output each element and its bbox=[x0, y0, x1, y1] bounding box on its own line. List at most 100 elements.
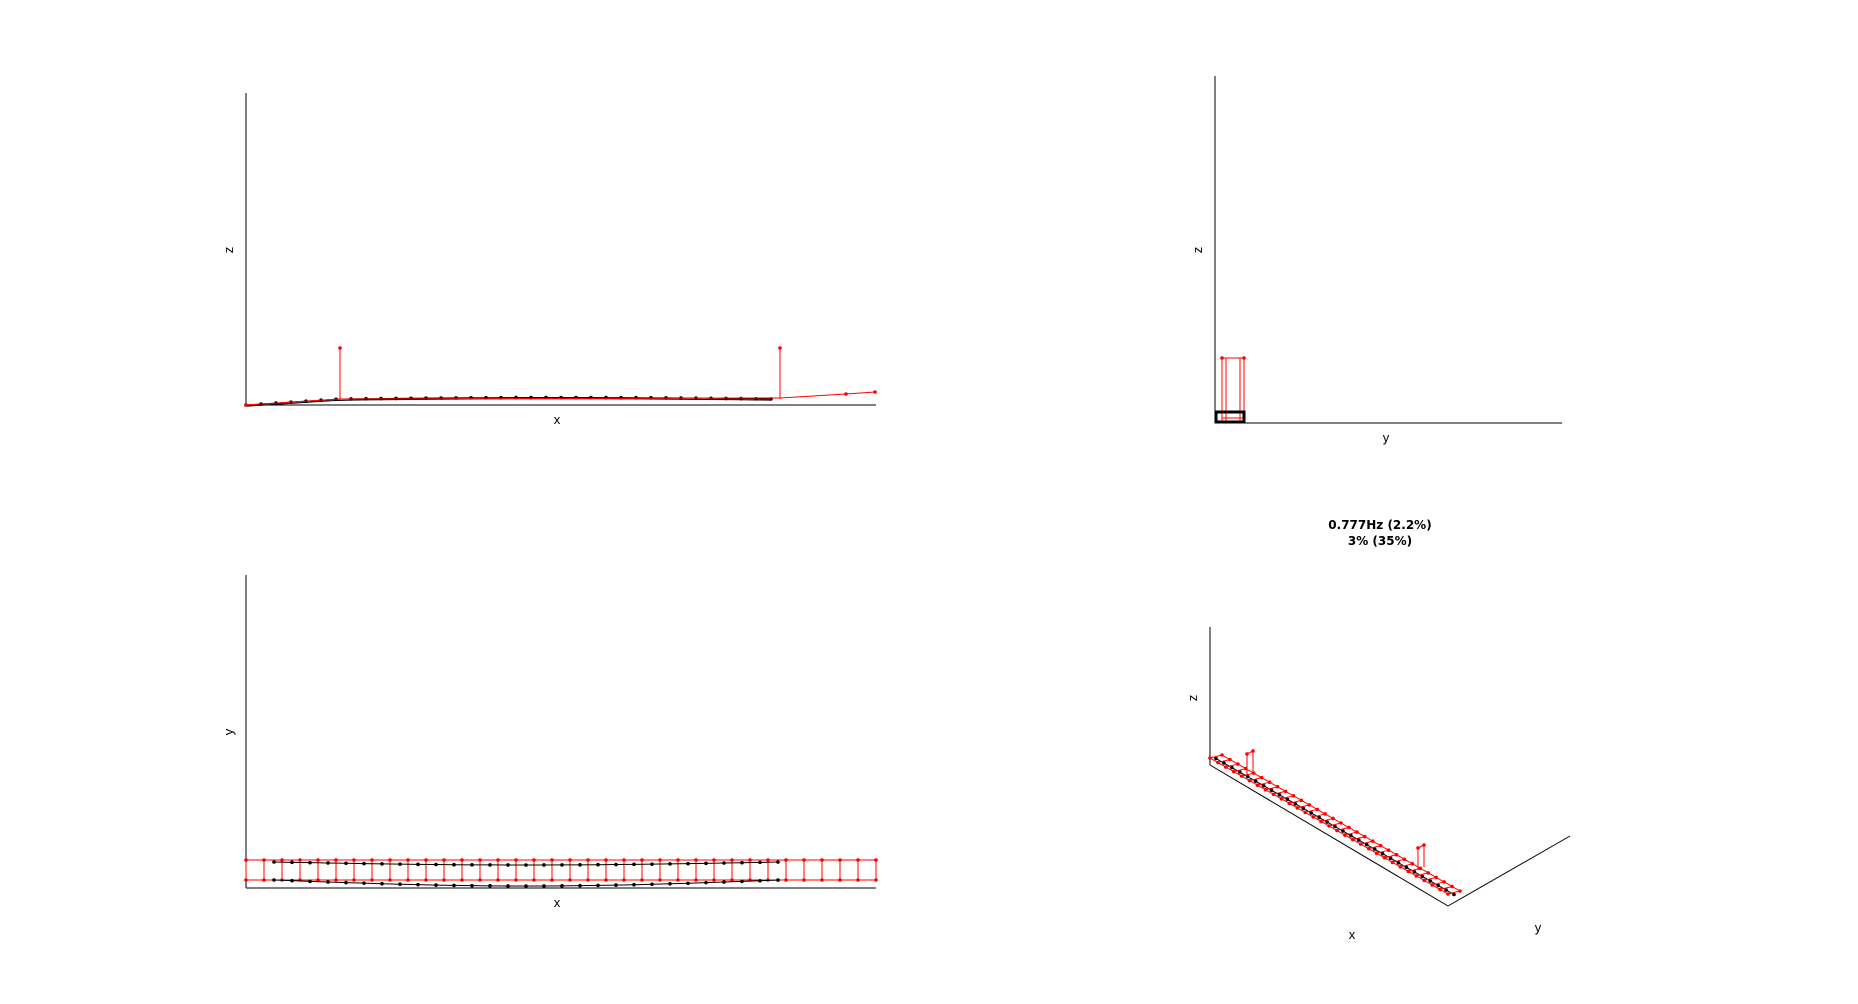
yz-node bbox=[1220, 356, 1224, 360]
iso-undeformed-node bbox=[1428, 879, 1432, 883]
iso-deformed-node bbox=[1355, 830, 1359, 834]
iso-deformed-node bbox=[1291, 794, 1296, 798]
iso-undeformed-node bbox=[1420, 874, 1425, 879]
xz-node bbox=[619, 395, 623, 400]
iso-deformed-node bbox=[1255, 783, 1260, 787]
iso-deformed-node bbox=[1458, 889, 1462, 893]
xy-deformed-node bbox=[406, 878, 410, 882]
iso-undeformed-node bbox=[1222, 761, 1226, 765]
iso-deformed-node bbox=[1283, 789, 1288, 794]
iso-tower-top-beam bbox=[1246, 750, 1254, 755]
xy-undeformed-node bbox=[326, 880, 330, 884]
iso-deformed-shape bbox=[1208, 749, 1462, 896]
xy-deformed-node bbox=[838, 858, 842, 862]
xy-deformed-node bbox=[874, 858, 878, 862]
iso-deformed-node bbox=[1307, 803, 1312, 807]
iso-deformed-node bbox=[1295, 806, 1300, 810]
iso-deformed-node bbox=[1208, 756, 1212, 760]
xy-deformed-node bbox=[730, 878, 734, 882]
xz-deformed-node bbox=[873, 390, 877, 394]
iso-deformed-crossbeam bbox=[1368, 845, 1381, 850]
iso-deformed-node bbox=[1331, 816, 1335, 821]
iso-undeformed-node bbox=[1372, 847, 1377, 851]
iso-deformed-node bbox=[1446, 892, 1450, 896]
xz-deformed-node bbox=[778, 346, 782, 350]
iso-deformed-node bbox=[1410, 862, 1415, 866]
xy-deformed-node bbox=[298, 858, 302, 862]
xy-undeformed-node bbox=[290, 878, 294, 883]
xy-undeformed-node bbox=[668, 862, 672, 866]
iso-undeformed-node bbox=[1349, 833, 1353, 838]
xy-undeformed-node bbox=[308, 860, 312, 865]
xz-z-label: z bbox=[221, 247, 236, 254]
iso-x-label: x bbox=[1349, 927, 1356, 942]
iso-deformed-crossbeam bbox=[1447, 890, 1461, 895]
xy-undeformed-node bbox=[524, 884, 528, 888]
xz-x-label: x bbox=[554, 412, 561, 427]
mode-damping: 3% (35%) bbox=[1347, 534, 1413, 548]
xy-deformed-node bbox=[748, 858, 752, 862]
iso-deformed-node bbox=[1343, 833, 1347, 837]
xy-y-label: y bbox=[221, 728, 236, 735]
iso-deformed-node bbox=[1216, 760, 1220, 765]
iso-deformed-node bbox=[1434, 875, 1438, 880]
iso-deformed-node bbox=[1378, 843, 1383, 848]
iso-deformed-crossbeam bbox=[1297, 804, 1310, 809]
xy-undeformed-node bbox=[470, 883, 474, 888]
xy-deformed-node bbox=[352, 878, 356, 882]
iso-deformed-crossbeam bbox=[1344, 831, 1357, 836]
iso-deformed-node bbox=[1335, 828, 1339, 833]
xy-deformed-node bbox=[514, 878, 518, 882]
iso-undeformed-node bbox=[1444, 888, 1448, 892]
xy-deformed-node bbox=[622, 858, 626, 862]
iso-deformed-node bbox=[1390, 860, 1395, 865]
xy-deformed-node bbox=[460, 858, 464, 862]
xy-deformed-node bbox=[370, 858, 374, 862]
iso-undeformed-node bbox=[1364, 842, 1369, 847]
xy-deformed-node bbox=[406, 858, 410, 862]
iso-deformed-crossbeam bbox=[1257, 781, 1270, 786]
xz-deformed-node bbox=[844, 392, 848, 396]
xy-deformed-node bbox=[244, 878, 248, 882]
xy-deformed-node bbox=[442, 878, 446, 882]
xy-undeformed-node bbox=[632, 862, 636, 867]
xy-undeformed-node bbox=[542, 884, 546, 888]
xy-undeformed-node bbox=[470, 863, 474, 867]
iso-undeformed-node bbox=[1404, 865, 1409, 870]
xy-undeformed-node bbox=[704, 880, 708, 885]
iso-deformed-crossbeam bbox=[1376, 849, 1389, 854]
xy-undeformed-node bbox=[776, 878, 780, 882]
iso-deformed-node bbox=[1251, 771, 1256, 775]
iso-deformed-node bbox=[1430, 883, 1434, 887]
xy-undeformed-node bbox=[416, 882, 420, 887]
iso-deformed-node bbox=[1414, 874, 1419, 878]
iso-deformed-node bbox=[1382, 855, 1387, 860]
iso-deformed-node bbox=[1287, 801, 1292, 806]
xy-deformed-node bbox=[802, 878, 806, 882]
xy-deformed-node bbox=[802, 858, 806, 862]
xy-undeformed-node bbox=[758, 860, 762, 865]
xy-undeformed-node bbox=[740, 860, 744, 865]
xy-undeformed-node bbox=[272, 878, 276, 882]
xy-undeformed-node bbox=[596, 862, 600, 867]
yz-deck-section bbox=[1214, 410, 1246, 424]
xy-undeformed-node bbox=[380, 862, 384, 866]
xy-deformed-shape bbox=[244, 858, 878, 882]
xy-undeformed-node bbox=[434, 862, 438, 867]
iso-deformed-crossbeam bbox=[1233, 768, 1246, 773]
xy-deformed-node bbox=[784, 858, 788, 862]
iso-undeformed-node bbox=[1214, 756, 1218, 761]
iso-deformed-crossbeam bbox=[1281, 795, 1294, 800]
xy-deformed-node bbox=[640, 858, 644, 862]
iso-deformed-node bbox=[1271, 792, 1276, 797]
iso-deformed-crossbeam bbox=[1328, 822, 1342, 827]
xy-undeformed-node bbox=[326, 861, 330, 865]
xy-undeformed-node bbox=[434, 883, 438, 887]
iso-undeformed-node bbox=[1253, 779, 1258, 783]
xy-deformed-node bbox=[856, 878, 860, 882]
xy-deformed-node bbox=[856, 858, 860, 862]
iso-deformed-node bbox=[1263, 787, 1268, 792]
iso-deformed-crossbeam bbox=[1336, 827, 1350, 832]
iso-deformed-node bbox=[1347, 825, 1351, 830]
xy-undeformed-node bbox=[740, 879, 744, 884]
